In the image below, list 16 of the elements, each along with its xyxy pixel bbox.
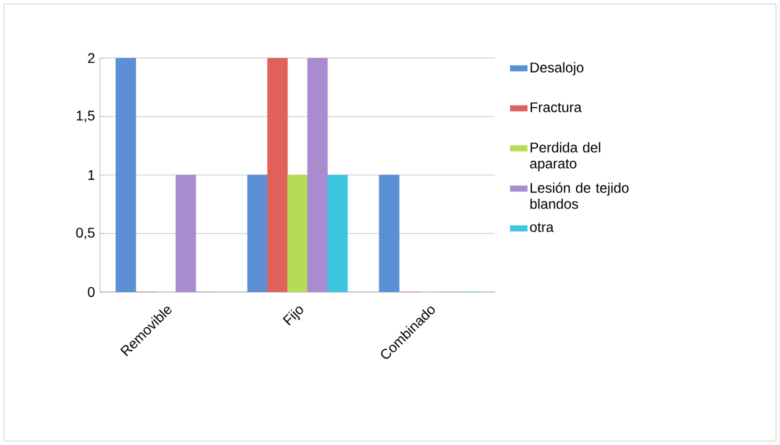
legend-label: otra <box>530 222 554 232</box>
bar <box>378 174 400 292</box>
y-tick-label: 2 <box>88 53 94 63</box>
y-tick-label: 0 <box>88 287 95 297</box>
y-tick-label: 1 <box>88 170 94 180</box>
bar <box>287 174 308 292</box>
bar <box>116 58 136 292</box>
legend-label: Perdida del aparato <box>530 142 600 172</box>
legend-label: Desalojo <box>530 62 584 76</box>
y-tick-label: 1,5 <box>76 110 95 122</box>
legend-label: Fractura <box>530 102 582 112</box>
bar <box>267 58 288 292</box>
x-tick-label: Fijo <box>282 306 304 326</box>
legend-label: Lesión de tejido blandos <box>530 182 629 209</box>
bar <box>247 174 268 292</box>
y-tick-label: 0,5 <box>76 228 95 240</box>
